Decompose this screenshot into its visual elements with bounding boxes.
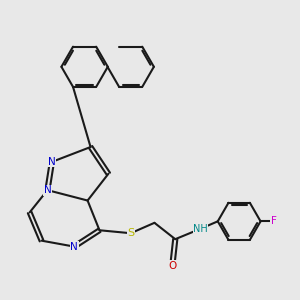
- Text: NH: NH: [193, 224, 208, 234]
- Text: O: O: [168, 261, 176, 271]
- Text: N: N: [70, 242, 78, 252]
- Text: N: N: [48, 157, 56, 167]
- Text: F: F: [271, 216, 277, 226]
- Text: N: N: [44, 185, 51, 195]
- Text: S: S: [127, 228, 134, 238]
